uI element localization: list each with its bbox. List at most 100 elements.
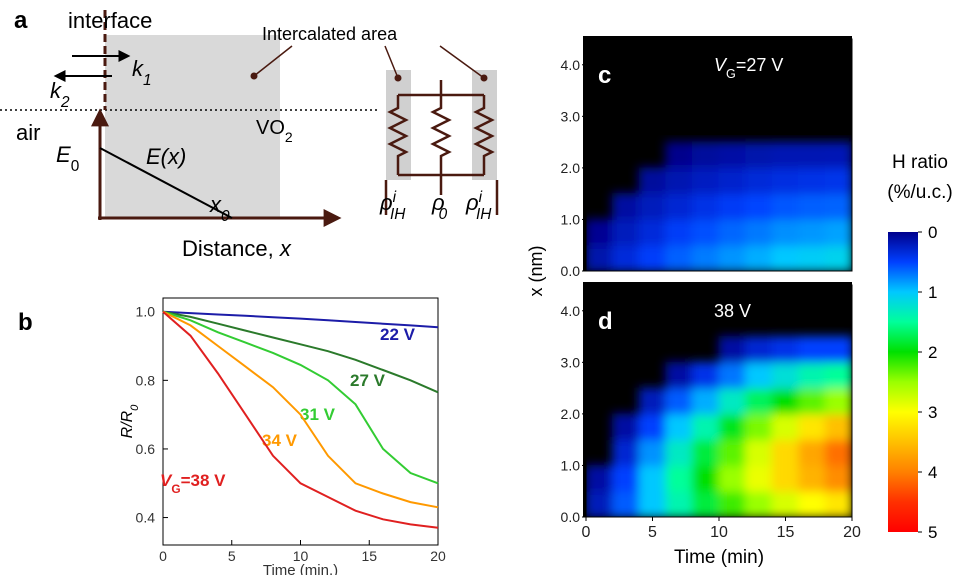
heatmap-cell xyxy=(824,218,852,246)
heatmap-cell xyxy=(824,361,852,389)
label-part: E xyxy=(56,142,71,167)
colorbar-tick-label: 1 xyxy=(928,283,937,302)
heatmap-cell xyxy=(771,387,800,415)
resistivity-label: ρ0 xyxy=(431,190,448,223)
series-label: 27 V xyxy=(350,371,386,390)
panel-letter: b xyxy=(18,309,33,336)
heatmap-cell xyxy=(824,336,852,363)
heatmap-cell xyxy=(691,141,720,169)
schematic xyxy=(0,10,499,227)
y-tick-label: 1.0 xyxy=(561,211,581,227)
heatmap-cell xyxy=(638,490,667,517)
colorbar-tick-label: 0 xyxy=(928,223,937,242)
heatmap-cell xyxy=(586,490,614,517)
pointer-line xyxy=(384,45,399,79)
axis-label: Time (min) xyxy=(674,547,764,568)
heatmap-cell xyxy=(665,244,693,271)
heatmap-cell xyxy=(638,439,667,466)
heatmap-cell xyxy=(691,413,720,441)
heatmap-cell xyxy=(718,439,747,466)
axis-label: Distance, x xyxy=(182,236,292,261)
label: air xyxy=(16,120,40,145)
colorbar-tick-label: 4 xyxy=(928,463,937,482)
colorbar-tick-label: 3 xyxy=(928,403,937,422)
series-label-part: =38 V xyxy=(181,471,227,490)
annotation-part: G xyxy=(726,67,736,81)
circuit xyxy=(384,80,499,215)
heatmap-cell xyxy=(771,413,800,441)
heatmap-cell xyxy=(691,439,720,466)
x-tick-label: 20 xyxy=(843,524,861,541)
heatmap-cell xyxy=(691,218,720,246)
heatmap-cell xyxy=(612,193,640,220)
y-tick-label: 4.0 xyxy=(561,303,581,319)
heatmap-cell xyxy=(824,193,852,220)
heatmap-cell xyxy=(665,218,693,246)
heatmap-cell xyxy=(612,490,640,517)
heatmap-cell xyxy=(665,413,693,441)
resistivity-label-part: i xyxy=(393,189,397,206)
y-tick-label: 1.0 xyxy=(136,304,156,320)
heatmap-cell xyxy=(824,464,852,492)
y-tick-label: 3.0 xyxy=(561,108,581,124)
axis-label-part: R/R xyxy=(119,410,136,438)
heatmap-cell xyxy=(798,387,826,415)
label-part: 2 xyxy=(285,129,293,145)
heatmap-cell xyxy=(718,490,747,517)
series-label-part: 27 V xyxy=(350,371,386,390)
heatmap-cell xyxy=(771,218,800,246)
axis-label: Time (min.) xyxy=(263,562,338,575)
heatmap-cell xyxy=(718,141,747,169)
heatmap-cell xyxy=(665,464,693,492)
pointer-line xyxy=(439,45,485,79)
heatmap-cell xyxy=(665,490,693,517)
axis-label-part: 0 xyxy=(129,404,141,411)
heatmap-cell xyxy=(638,167,667,195)
resistivity-label-part: IH xyxy=(476,206,492,223)
heatmap-cell xyxy=(798,141,826,169)
rate-label: k1 xyxy=(132,56,152,89)
series-label-part: G xyxy=(171,482,180,496)
plot-frame xyxy=(585,38,853,272)
y-tick-label: 0.0 xyxy=(561,509,581,525)
label-part: air xyxy=(16,120,40,145)
heatmap-cell xyxy=(798,167,826,195)
data-line xyxy=(162,310,439,529)
colorbar-title: H ratio xyxy=(892,152,948,173)
panel-letter-part: c xyxy=(598,62,611,89)
heatmap-cell xyxy=(798,193,826,220)
heatmap-clip xyxy=(586,336,852,517)
y-tick-label: 2.0 xyxy=(561,160,581,176)
heatmap-cell xyxy=(691,361,720,389)
annotation-part: =27 V xyxy=(736,55,784,75)
heatmap-cell xyxy=(745,141,773,169)
heatmap-cell xyxy=(718,413,747,441)
series-label-part: 34 V xyxy=(262,431,298,450)
x-tick-label: 0 xyxy=(582,524,591,541)
label-part: E(x) xyxy=(146,144,186,169)
colorbar-tick-label: 5 xyxy=(928,523,937,542)
resistivity-label-part: 0 xyxy=(439,206,448,223)
rate-label-part: 2 xyxy=(60,94,70,111)
heatmap-cell xyxy=(638,218,667,246)
y-tick-label: 4.0 xyxy=(561,57,581,73)
rate-label-part: k xyxy=(132,56,144,81)
heatmap-cell xyxy=(718,244,747,271)
heatmap-cell xyxy=(745,361,773,389)
data-line xyxy=(162,310,439,329)
heatmap-cell xyxy=(824,439,852,466)
panel-letter-part: d xyxy=(598,308,613,335)
heatmap-cell xyxy=(745,439,773,466)
heatmap xyxy=(586,141,852,271)
x-tick-label: 5 xyxy=(648,524,657,541)
heatmap-cell xyxy=(798,244,826,271)
heatmap-cell xyxy=(718,387,747,415)
heatmap-cell xyxy=(771,439,800,466)
rate-label-part: k xyxy=(50,78,62,103)
heatmap-cell xyxy=(691,244,720,271)
x-tick-label: 10 xyxy=(710,524,728,541)
y-tick-label: 0.4 xyxy=(136,510,156,526)
axis-label-part: Distance, xyxy=(182,236,280,261)
data-line xyxy=(162,310,439,509)
resistivity-label: ρi IH xyxy=(465,189,492,223)
